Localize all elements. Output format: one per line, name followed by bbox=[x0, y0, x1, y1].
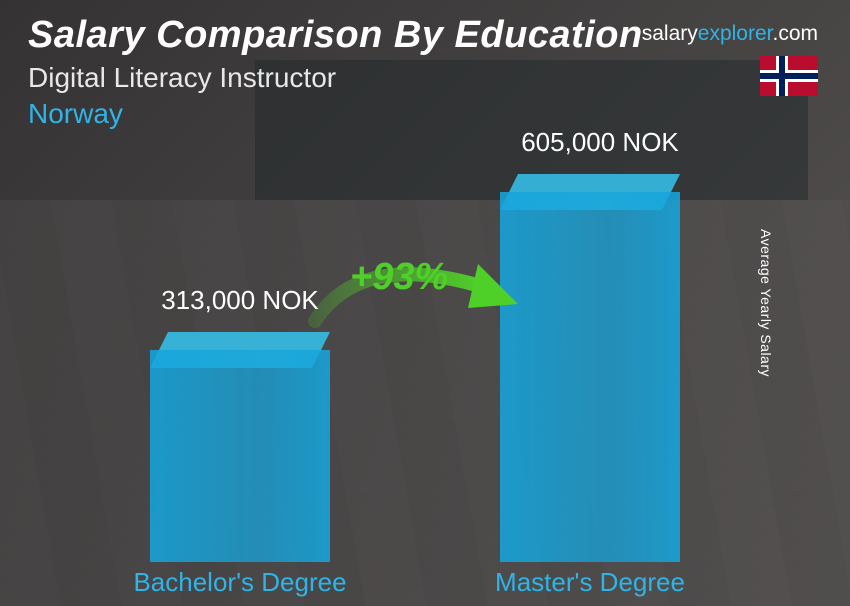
norway-flag-icon bbox=[760, 56, 818, 96]
page-subtitle: Digital Literacy Instructor bbox=[28, 62, 336, 94]
bar-front-face bbox=[150, 350, 330, 562]
flag-cross-horizontal bbox=[760, 73, 818, 79]
bar-bachelors bbox=[150, 350, 330, 562]
brand-prefix: salary bbox=[642, 22, 698, 45]
brand-domain: .com bbox=[772, 22, 818, 45]
increase-percentage: +93% bbox=[350, 256, 448, 299]
bar-label-masters: Master's Degree bbox=[460, 567, 720, 598]
brand-suffix: explorer bbox=[698, 22, 773, 45]
page-title: Salary Comparison By Education bbox=[28, 14, 643, 57]
bar-value-masters: 605,000 NOK bbox=[470, 127, 730, 158]
infographic-content: Salary Comparison By Education Digital L… bbox=[0, 0, 850, 606]
brand-logo-text: salaryexplorer.com bbox=[642, 22, 818, 46]
bar-label-bachelors: Bachelor's Degree bbox=[110, 567, 370, 598]
salary-bar-chart: 313,000 NOKBachelor's Degree605,000 NOKM… bbox=[0, 126, 850, 606]
